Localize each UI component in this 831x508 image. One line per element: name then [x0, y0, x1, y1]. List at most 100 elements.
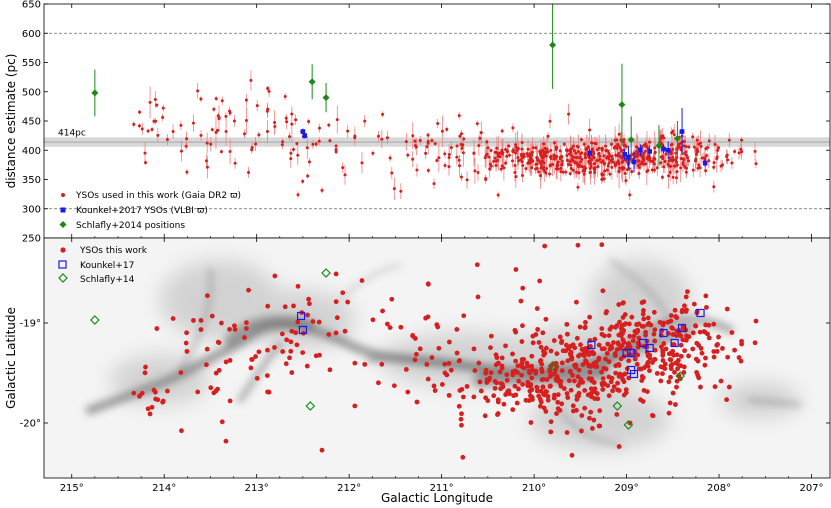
- yso-sky-point: [658, 378, 664, 384]
- yso-distance-point: [551, 162, 555, 166]
- yso-distance-point: [296, 193, 300, 197]
- yso-distance-point: [284, 116, 288, 120]
- yso-sky-point: [596, 357, 602, 362]
- yso-sky-point: [464, 383, 470, 389]
- yso-distance-point: [621, 159, 625, 163]
- yso-distance-point: [652, 156, 656, 160]
- yso-distance-point: [652, 168, 656, 172]
- yso-sky-point: [683, 309, 689, 314]
- yso-sky-point: [668, 363, 674, 368]
- yso-sky-point: [154, 326, 160, 331]
- yso-distance-point: [522, 152, 526, 156]
- yso-distance-point: [475, 122, 479, 126]
- yso-distance-point: [455, 144, 459, 148]
- yso-distance-point: [596, 164, 600, 168]
- yso-sky-point: [359, 278, 365, 283]
- yso-distance-point: [185, 170, 189, 174]
- yso-sky-point: [456, 358, 462, 364]
- sky-legend: YSOs this work Kounkel+17 Schlafly+14: [58, 246, 148, 285]
- yso-sky-point: [425, 376, 431, 382]
- yso-distance-point: [607, 157, 611, 161]
- yso-sky-point: [555, 399, 561, 405]
- yso-distance-point: [621, 140, 625, 144]
- yso-sky-point: [621, 379, 627, 385]
- yso-distance-point: [289, 157, 293, 161]
- yso-sky-point: [683, 337, 689, 343]
- yso-distance-point: [569, 166, 573, 170]
- yso-sky-point: [704, 304, 709, 310]
- yso-sky-point: [589, 378, 595, 384]
- yso-sky-point: [616, 302, 622, 307]
- yso-distance-point: [457, 158, 461, 162]
- yso-distance-point: [311, 142, 315, 146]
- yso-sky-point: [548, 348, 554, 354]
- yso-sky-point: [606, 333, 612, 339]
- yso-sky-point: [352, 403, 358, 409]
- yso-sky-point: [670, 331, 676, 337]
- yso-distance-point: [209, 142, 213, 146]
- yso-sky-point: [459, 411, 464, 417]
- yso-sky-point: [487, 375, 493, 381]
- yso-sky-point: [460, 454, 466, 460]
- yso-sky-point: [405, 389, 411, 395]
- yso-sky-point: [589, 394, 594, 400]
- yso-sky-point: [256, 349, 262, 355]
- yso-distance-point: [684, 166, 688, 170]
- yso-distance-point: [233, 161, 237, 165]
- yso-sky-point: [519, 360, 525, 366]
- yso-sky-point: [291, 303, 296, 309]
- yso-distance-point: [314, 142, 318, 146]
- yso-distance-point: [740, 150, 744, 154]
- yso-distance-point: [679, 156, 683, 160]
- yso-distance-point: [489, 149, 493, 153]
- yso-sky-point: [551, 338, 557, 343]
- yso-sky-point: [666, 410, 672, 416]
- yso-sky-point: [660, 322, 666, 328]
- yso-distance-point: [590, 141, 594, 145]
- yso-sky-point: [658, 344, 664, 350]
- yso-distance-point: [641, 159, 645, 163]
- yso-distance-point: [663, 160, 667, 164]
- yso-distance-point: [753, 149, 757, 153]
- yso-distance-point: [672, 158, 676, 162]
- yso-distance-point: [242, 132, 246, 136]
- yso-distance-point: [614, 153, 618, 157]
- yso-sky-point: [580, 362, 586, 367]
- yso-sky-point: [155, 397, 161, 403]
- yso-distance-point: [138, 110, 142, 114]
- yso-sky-point: [650, 413, 656, 419]
- schlafly-sky-point: [547, 361, 558, 371]
- yso-distance-point: [535, 166, 539, 170]
- kounkel-distance-point: [300, 129, 306, 134]
- yso-sky-point: [216, 340, 222, 346]
- yso-distance-point: [672, 133, 676, 137]
- distance-y-tick-label: 600: [22, 29, 41, 40]
- yso-distance-point: [565, 148, 569, 152]
- yso-sky-point: [611, 384, 617, 390]
- yso-sky-point: [340, 290, 346, 296]
- longitude-x-tick-label: 213°: [245, 483, 269, 494]
- yso-sky-point: [569, 452, 575, 458]
- yso-distance-point: [552, 154, 556, 158]
- yso-distance-point: [499, 151, 503, 155]
- yso-distance-point: [267, 89, 271, 93]
- yso-sky-point: [568, 352, 574, 358]
- yso-sky-point: [151, 387, 157, 393]
- yso-distance-point: [479, 131, 483, 135]
- yso-sky-point: [629, 314, 635, 320]
- yso-distance-point: [217, 117, 221, 121]
- yso-distance-point: [334, 150, 338, 154]
- yso-distance-point: [499, 167, 503, 171]
- kounkel-sky-point: [670, 338, 679, 348]
- yso-distance-point: [216, 128, 220, 132]
- yso-sky-point: [478, 388, 484, 394]
- kounkel-distance-points: [300, 108, 708, 173]
- yso-sky-point: [495, 411, 501, 416]
- yso-distance-point: [588, 170, 592, 174]
- extinction-map: [85, 242, 802, 460]
- yso-distance-point: [290, 122, 294, 126]
- yso-sky-point: [584, 360, 590, 365]
- yso-sky-point: [198, 318, 204, 323]
- distance-panel: 414pc 250 300 350 400 450 500 550 600 650 distan…: [4, 0, 831, 245]
